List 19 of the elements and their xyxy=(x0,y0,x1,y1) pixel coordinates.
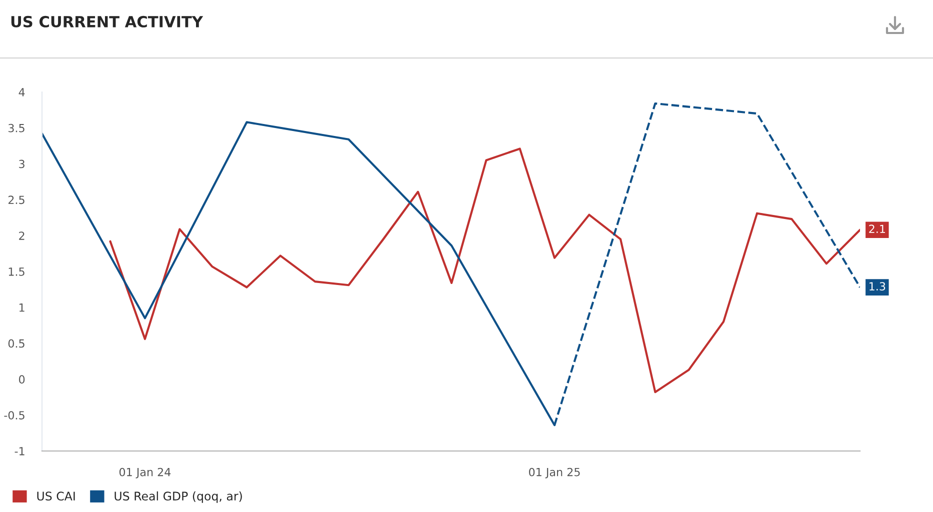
y-tick-label: 3 xyxy=(19,160,24,168)
y-tick-label: -0.5 xyxy=(4,411,24,420)
y-tick-label: 0.5 xyxy=(8,339,24,348)
y-tick-label: 2.5 xyxy=(8,196,24,204)
data-label: 1.3 xyxy=(870,282,886,291)
y-tick-label: 0 xyxy=(18,375,25,384)
y-tick-label: 3.5 xyxy=(8,124,24,132)
y-tick-label: 1 xyxy=(19,304,24,312)
y-tick-label: 2 xyxy=(19,232,24,240)
y-tick-label: 1.5 xyxy=(8,268,24,276)
data-label: 2.1 xyxy=(869,224,885,233)
y-tick-label: 4 xyxy=(18,88,25,96)
line-series xyxy=(109,148,860,394)
y-tick-label: -1 xyxy=(14,447,24,456)
x-tick-label: 01 Jan 24 xyxy=(119,468,171,478)
legend-label: US CAI xyxy=(37,492,75,501)
legend-label: US Real GDP (qoq, ar) xyxy=(114,491,242,503)
x-tick-label: 01 Jan 25 xyxy=(529,468,580,478)
chart-title: US CURRENT ACTIVITY xyxy=(11,16,204,28)
